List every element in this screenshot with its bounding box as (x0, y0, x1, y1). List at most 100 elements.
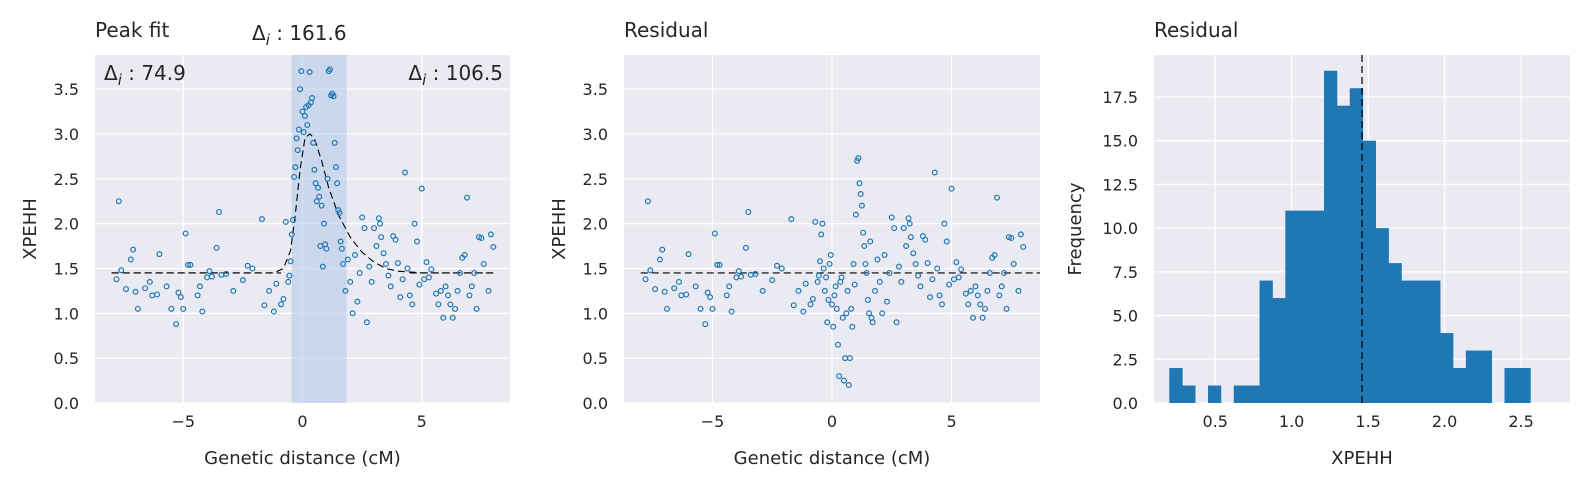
y-tick-label: 1.0 (583, 304, 608, 323)
scatter-point (371, 225, 378, 232)
scatter-point (869, 319, 876, 326)
scatter-point (745, 208, 752, 215)
histogram-bar (1375, 228, 1389, 403)
scatter-point (972, 283, 979, 290)
scatter-point (177, 294, 184, 301)
peak-region (291, 55, 347, 403)
annotation-right-value: 106.5 (446, 61, 503, 85)
scatter-point (800, 308, 807, 315)
scatter-point (934, 265, 941, 272)
scatter-point (778, 265, 785, 272)
scatter-point (647, 267, 654, 274)
scatter-point (331, 139, 338, 146)
scatter-point (888, 214, 895, 221)
scatter-point (652, 286, 659, 293)
scatter-point (332, 164, 339, 171)
scatter-point (697, 305, 704, 312)
scatter-point (366, 263, 373, 270)
scatter-point (735, 268, 742, 275)
scatter-point (752, 270, 759, 277)
scatter-point (304, 121, 311, 128)
scatter-point (338, 245, 345, 252)
scatter-point (473, 305, 480, 312)
scatter-point (311, 166, 318, 173)
scatter-point (354, 298, 361, 305)
histogram-bar (1182, 385, 1196, 403)
histogram-bar (1440, 333, 1454, 403)
scatter-point (1003, 305, 1010, 312)
scatter-point (196, 283, 203, 290)
scatter-point (118, 267, 125, 274)
scatter-point (173, 321, 180, 328)
scatter-point (790, 302, 797, 309)
residual-scatter-panel: −5 0 5 0.0 0.5 1.0 1.5 2.0 2.5 3.0 3.5 Residual Ge… (549, 18, 1040, 469)
scatter-point (444, 292, 451, 299)
scatter-point (285, 278, 292, 285)
scatter-point (280, 295, 287, 302)
scatter-point (716, 261, 723, 268)
scatter-point (998, 283, 1005, 290)
scatter-point (856, 180, 863, 187)
residual-histogram-panel: 0.5 1.0 1.5 2.0 2.5 0.0 2.5 5.0 7.5 10.0 12.5 15.0 1… (1065, 18, 1570, 469)
annotation-left: Δi : 74.9 (104, 61, 186, 89)
scatter-point (175, 289, 182, 296)
scatter-point (848, 305, 855, 312)
scatter-point (349, 310, 356, 317)
panel-title: Residual (624, 18, 708, 42)
scatter-point (342, 287, 349, 294)
scatter-point (409, 301, 416, 308)
scatter-point (320, 220, 327, 227)
annotation-left-value: 74.9 (141, 61, 186, 85)
scatter-point (316, 193, 323, 200)
histogram-bar (1504, 368, 1518, 403)
scatter-point (288, 231, 295, 238)
scatter-point (368, 278, 375, 285)
x-tick-label: 5 (417, 412, 427, 431)
y-tick-label: 12.5 (1102, 175, 1138, 194)
scatter-point (199, 308, 206, 315)
scatter-point (449, 314, 456, 321)
scatter-point (876, 278, 883, 285)
x-tick-label: −5 (171, 412, 195, 431)
scatter-point (142, 285, 149, 292)
scatter-point (1015, 287, 1022, 294)
scatter-point (452, 305, 459, 312)
scatter-point (738, 273, 745, 280)
scatter-point (185, 261, 192, 268)
scatter-point (180, 305, 187, 312)
x-tick-label: 1.5 (1355, 412, 1380, 431)
x-tick-label: 0 (297, 412, 307, 431)
scatter-point (895, 263, 902, 270)
x-tick-label: 2.5 (1508, 412, 1533, 431)
scatter-point (912, 260, 919, 267)
scatter-point (309, 95, 316, 102)
x-tick-label: 2.0 (1432, 412, 1457, 431)
scatter-point (824, 319, 831, 326)
scatter-point (659, 246, 666, 253)
scatter-point (478, 234, 485, 241)
scatter-point (258, 216, 265, 223)
scatter-point (833, 305, 840, 312)
histogram-bar (1349, 88, 1364, 403)
scatter-point (931, 169, 938, 176)
scatter-point (723, 292, 730, 299)
y-tick-label: 2.5 (583, 170, 608, 189)
scatter-point (324, 175, 331, 182)
scatter-point (819, 220, 826, 227)
scatter-point (929, 276, 936, 283)
scatter-point (898, 278, 905, 285)
scatter-point (356, 269, 363, 276)
tick-labels: 0.5 1.0 1.5 2.0 2.5 0.0 2.5 5.0 7.5 10.0 12.5 15.0 1… (1102, 88, 1533, 431)
scatter-point (330, 93, 337, 100)
scatter-point (382, 260, 389, 267)
scatter-point (306, 69, 313, 76)
y-tick-label: 0.0 (583, 394, 608, 413)
scatter-point (809, 295, 816, 302)
scatter-point (1020, 243, 1027, 250)
histogram-bar (1207, 385, 1222, 403)
scatter-point (297, 86, 304, 93)
scatter-point (642, 276, 649, 283)
scatter-point (907, 234, 914, 241)
x-tick-label: 5 (946, 412, 956, 431)
fit-curve (111, 133, 494, 274)
